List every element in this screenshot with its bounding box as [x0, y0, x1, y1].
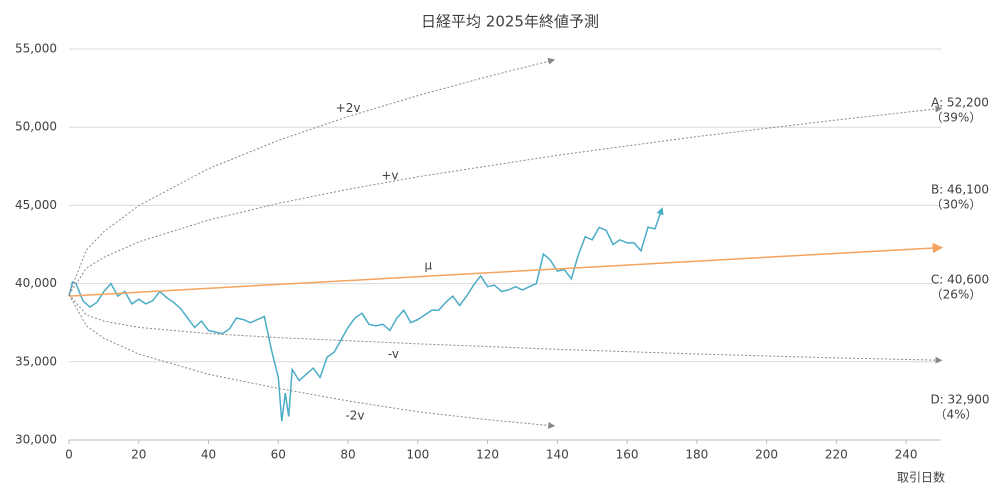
curve-label: +2v: [336, 101, 361, 115]
curve-label: +v: [381, 168, 398, 182]
y-tick-label: 45,000: [15, 198, 57, 212]
chart-title: 日経平均 2025年終値予測: [421, 13, 599, 31]
curve-label: -v: [388, 347, 399, 361]
band-curve: [68, 105, 943, 295]
scenario-prob: （39%）: [931, 111, 982, 125]
x-tick-label: 80: [340, 448, 355, 462]
x-tick-label: 240: [895, 448, 918, 462]
x-tick-label: 160: [616, 448, 639, 462]
scenario-prob: （30%）: [931, 198, 982, 212]
band-curve: [68, 294, 556, 429]
x-tick-label: 180: [685, 448, 708, 462]
y-tick-label: 55,000: [15, 42, 57, 56]
scenario-label: D: 32,900: [930, 393, 989, 407]
price-line: [68, 207, 664, 422]
curve-label: -2v: [345, 408, 364, 422]
scenario-prob: （26%）: [931, 288, 982, 302]
x-tick-label: 120: [476, 448, 499, 462]
scenario-label: A: 52,200: [931, 96, 989, 110]
x-tick-label: 200: [755, 448, 778, 462]
x-axis-label: 取引日数: [897, 470, 945, 485]
band-curve: [68, 57, 556, 295]
band-curve: [68, 294, 943, 364]
scenario-label: C: 40,600: [931, 273, 989, 287]
x-tick-label: 20: [131, 448, 146, 462]
scenario-label: B: 46,100: [931, 183, 989, 197]
y-tick-label: 50,000: [15, 120, 57, 134]
y-tick-label: 35,000: [15, 354, 57, 368]
x-tick-label: 60: [271, 448, 286, 462]
price-line: [68, 242, 944, 297]
curve-label: μ: [424, 259, 432, 273]
x-tick-label: 220: [825, 448, 848, 462]
y-tick-label: 40,000: [15, 276, 57, 290]
scenario-prob: （4%）: [934, 408, 977, 422]
x-tick-label: 40: [201, 448, 216, 462]
y-tick-label: 30,000: [15, 433, 57, 447]
x-tick-label: 0: [65, 448, 73, 462]
x-tick-label: 100: [406, 448, 429, 462]
x-tick-label: 140: [546, 448, 569, 462]
